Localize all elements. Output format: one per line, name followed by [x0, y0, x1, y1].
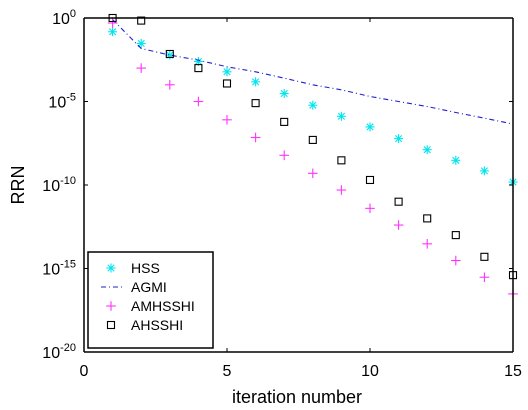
y-tick-label: 100 [52, 8, 76, 28]
data-point-hss [136, 38, 146, 48]
data-point-amhsshi [479, 272, 490, 283]
data-point-amhsshi [451, 255, 461, 266]
data-point-hss [308, 100, 318, 110]
data-point-ahsshi [280, 117, 289, 126]
data-point-hss [451, 155, 461, 165]
legend-item-hss: HSS [106, 260, 160, 276]
legend-symbol-hss [106, 263, 116, 273]
data-point-hss [279, 89, 289, 99]
data-point-ahsshi [137, 16, 146, 25]
series-line-agmi [112, 19, 514, 125]
data-point-ahsshi [194, 64, 203, 73]
data-point-ahsshi [480, 252, 489, 261]
legend-marker-amhsshi [106, 301, 116, 311]
data-point-ahsshi [394, 197, 403, 206]
data-point-amhsshi [222, 115, 232, 125]
data-point-hss [479, 166, 489, 176]
legend-label-amhsshi: AMHSSHI [131, 298, 195, 314]
data-point-hss [108, 27, 118, 37]
legend-item-ahsshi: AHSSHI [106, 317, 183, 333]
x-axis-label: iteration number [232, 387, 362, 407]
data-point-hss [251, 77, 261, 87]
data-point-hss [422, 145, 432, 155]
x-tick-label: 0 [80, 363, 89, 380]
legend-item-amhsshi: AMHSSHI [106, 298, 195, 314]
data-point-amhsshi [365, 203, 375, 214]
legend-symbol-amhsshi [106, 301, 116, 311]
legend-marker-ahsshi [106, 320, 116, 330]
legend-label-agmi: AGMI [131, 279, 167, 295]
x-tick-label: 5 [223, 363, 232, 380]
legend-marker-hss [106, 263, 116, 273]
data-point-ahsshi [451, 231, 460, 240]
legend-symbol-ahsshi [106, 320, 116, 330]
data-point-ahsshi [222, 79, 232, 88]
data-point-hss [222, 67, 232, 77]
x-tick-label: 10 [361, 363, 379, 380]
legend: HSS AGMI AMHSSHI AHSSHI [87, 251, 214, 349]
y-axis-label: RRN [8, 166, 28, 205]
x-tick-label: 15 [504, 363, 522, 380]
data-point-amhsshi [279, 150, 289, 161]
y-tick-label: 10-5 [48, 92, 76, 112]
data-point-hss [394, 134, 404, 144]
data-point-amhsshi [250, 132, 261, 143]
y-tick-label: 10-20 [42, 342, 76, 362]
series-layer [107, 13, 518, 299]
data-point-amhsshi [422, 239, 432, 249]
data-point-amhsshi [193, 96, 204, 107]
data-point-amhsshi [107, 18, 118, 28]
legend-label-ahsshi: AHSSHI [131, 317, 183, 333]
data-point-amhsshi [136, 63, 146, 73]
data-point-ahsshi [337, 156, 346, 165]
data-point-ahsshi [308, 135, 317, 144]
data-point-hss [336, 111, 346, 121]
data-point-hss [365, 122, 375, 132]
y-tick-label: 10-10 [42, 175, 76, 195]
data-point-amhsshi [393, 220, 404, 230]
data-point-amhsshi [308, 168, 318, 179]
legend-label-hss: HSS [131, 260, 160, 276]
data-point-amhsshi [165, 80, 175, 90]
tick-layer: 0 5 10 15 100 10-5 10-10 10-15 10-20 [42, 8, 522, 380]
data-point-ahsshi [365, 175, 375, 185]
y-tick-label: 10-15 [42, 259, 76, 279]
legend-item-agmi: AGMI [101, 279, 167, 295]
data-point-amhsshi [336, 185, 347, 195]
data-point-ahsshi [165, 49, 174, 59]
data-point-ahsshi [423, 214, 432, 223]
data-point-ahsshi [251, 99, 260, 108]
